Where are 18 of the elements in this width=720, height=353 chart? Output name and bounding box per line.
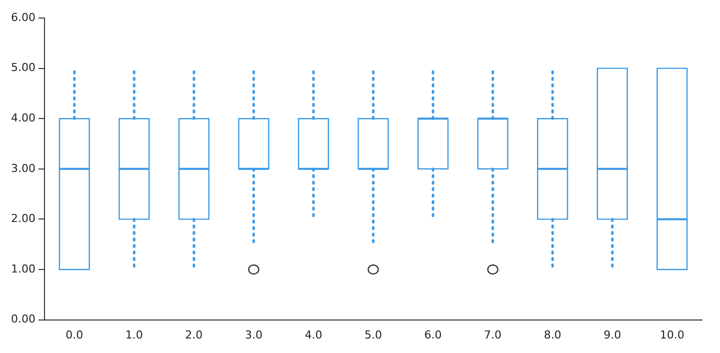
x-tick-label: 5.0: [364, 328, 382, 342]
y-tick-label: 2.00: [10, 212, 36, 226]
y-tick-label: 5.00: [10, 61, 36, 74]
y-tick-label: 0.00: [10, 312, 36, 326]
x-tick-label: 2.0: [185, 328, 203, 342]
x-tick-label: 1.0: [125, 328, 143, 342]
y-tick-label: 3.00: [10, 162, 36, 175]
x-tick-label: 7.0: [484, 328, 502, 342]
x-tick-label: 8.0: [544, 328, 562, 342]
y-tick-label: 4.00: [10, 111, 36, 124]
y-tick-label: 1.00: [10, 262, 36, 276]
y-tick-label: 6.00: [10, 10, 36, 24]
x-tick-label: 10.0: [660, 328, 684, 342]
x-tick-label: 6.0: [424, 328, 442, 342]
x-tick-label: 9.0: [604, 328, 622, 342]
x-tick-label: 3.0: [244, 328, 262, 342]
x-tick-label: 4.0: [304, 328, 322, 342]
x-tick-label: 0.0: [66, 328, 84, 342]
